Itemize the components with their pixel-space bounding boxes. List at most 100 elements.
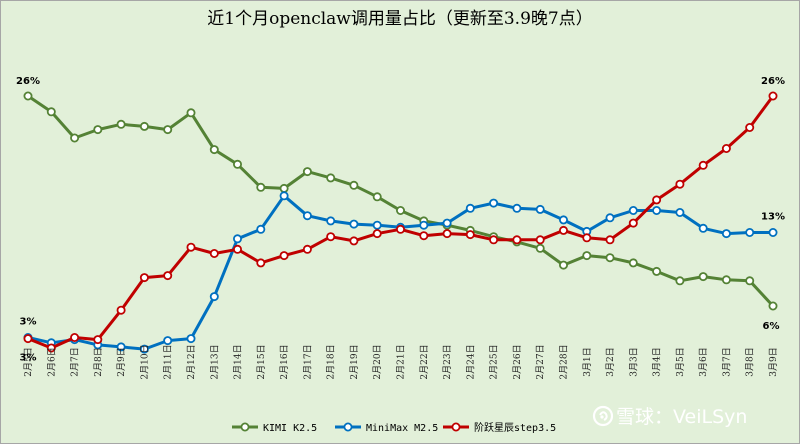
x-tick-label: 2月10日 bbox=[139, 344, 150, 379]
data-label: 3% bbox=[20, 317, 37, 328]
data-point bbox=[489, 198, 499, 208]
data-point bbox=[372, 229, 382, 239]
x-tick-label: 2月9日 bbox=[116, 347, 127, 376]
data-point bbox=[232, 234, 242, 244]
data-point bbox=[256, 182, 266, 192]
x-tick-labels: 2月5日 2月6日 2月7日 2月8日 2月9日 2月10日 2月11日 2月12日 2月13日… bbox=[23, 344, 779, 379]
legend-label: KIMI K2.5 bbox=[263, 423, 317, 434]
x-tick-label: 3月6日 bbox=[698, 347, 709, 376]
data-point bbox=[628, 205, 638, 215]
data-point bbox=[70, 332, 80, 342]
x-tick-label: 2月5日 bbox=[23, 347, 34, 376]
data-point bbox=[442, 218, 452, 228]
legend-label: MiniMax M2.5 bbox=[366, 423, 438, 434]
x-tick-label: 2月21日 bbox=[396, 344, 407, 379]
data-point bbox=[46, 107, 56, 117]
data-point bbox=[605, 213, 615, 223]
legend-item: KIMI K2.5 bbox=[232, 422, 317, 434]
data-point bbox=[395, 205, 405, 215]
data-point bbox=[302, 167, 312, 177]
data-point bbox=[652, 266, 662, 276]
x-tick-label: 2月15日 bbox=[256, 344, 267, 379]
data-point bbox=[256, 224, 266, 234]
data-labels: 26% 3% 3% 6% 13% 26% bbox=[16, 76, 785, 364]
data-point bbox=[675, 276, 685, 286]
data-point bbox=[163, 271, 173, 281]
x-tick-label: 3月3日 bbox=[628, 347, 639, 376]
legend-marker bbox=[343, 422, 353, 432]
data-point bbox=[139, 121, 149, 131]
data-point bbox=[279, 183, 289, 193]
data-point bbox=[768, 227, 778, 237]
x-tick-label: 3月2日 bbox=[605, 347, 616, 376]
x-tick-label: 2月27日 bbox=[535, 344, 546, 379]
data-point bbox=[46, 343, 56, 353]
data-point bbox=[232, 244, 242, 254]
data-point bbox=[512, 203, 522, 213]
data-point bbox=[186, 108, 196, 118]
x-tick-label: 2月12日 bbox=[186, 344, 197, 379]
data-point bbox=[349, 180, 359, 190]
x-tick-label: 2月24日 bbox=[465, 344, 476, 379]
data-point bbox=[535, 235, 545, 245]
data-point bbox=[395, 224, 405, 234]
x-tick-label: 2月14日 bbox=[233, 344, 244, 379]
data-point bbox=[745, 227, 755, 237]
data-point bbox=[70, 133, 80, 143]
x-tick-label: 2月23日 bbox=[442, 344, 453, 379]
data-point bbox=[628, 258, 638, 268]
x-tick-label: 2月11日 bbox=[163, 344, 174, 379]
x-tick-label: 3月7日 bbox=[721, 347, 732, 376]
data-point bbox=[605, 253, 615, 263]
watermark-text: 雪球：VeiLSyn bbox=[616, 406, 747, 428]
legend-item: MiniMax M2.5 bbox=[335, 422, 438, 434]
data-point bbox=[419, 231, 429, 241]
data-point bbox=[93, 335, 103, 345]
data-point bbox=[302, 211, 312, 221]
data-point bbox=[675, 179, 685, 189]
data-point bbox=[489, 235, 499, 245]
data-point bbox=[186, 242, 196, 252]
data-point bbox=[372, 192, 382, 202]
data-point bbox=[116, 119, 126, 129]
data-point bbox=[721, 275, 731, 285]
x-tick-label: 2月22日 bbox=[419, 344, 430, 379]
data-point bbox=[116, 305, 126, 315]
data-point bbox=[23, 91, 33, 101]
data-point bbox=[279, 191, 289, 201]
data-point bbox=[349, 219, 359, 229]
data-label: 26% bbox=[16, 76, 40, 87]
legend-marker bbox=[451, 422, 461, 432]
data-label: 3% bbox=[20, 353, 37, 364]
data-point bbox=[675, 207, 685, 217]
data-point bbox=[582, 233, 592, 243]
data-point bbox=[652, 195, 662, 205]
data-label: 13% bbox=[761, 212, 785, 223]
data-point bbox=[698, 160, 708, 170]
data-point bbox=[652, 205, 662, 215]
data-point bbox=[279, 251, 289, 261]
data-point bbox=[721, 229, 731, 239]
data-point bbox=[23, 334, 33, 344]
data-point bbox=[605, 235, 615, 245]
data-point bbox=[535, 204, 545, 214]
data-point bbox=[139, 344, 149, 354]
x-tick-label: 2月16日 bbox=[279, 344, 290, 379]
data-point bbox=[559, 215, 569, 225]
data-point bbox=[465, 230, 475, 240]
data-point bbox=[163, 336, 173, 346]
x-tick-label: 2月8日 bbox=[93, 347, 104, 376]
x-tick-label: 3月1日 bbox=[582, 347, 593, 376]
data-point bbox=[628, 218, 638, 228]
snowball-logo-icon bbox=[592, 405, 614, 427]
data-point bbox=[535, 243, 545, 253]
data-point bbox=[419, 220, 429, 230]
data-point bbox=[512, 235, 522, 245]
data-point bbox=[442, 229, 452, 239]
data-point bbox=[768, 91, 778, 101]
data-point bbox=[163, 125, 173, 135]
x-tick-label: 2月20日 bbox=[372, 344, 383, 379]
